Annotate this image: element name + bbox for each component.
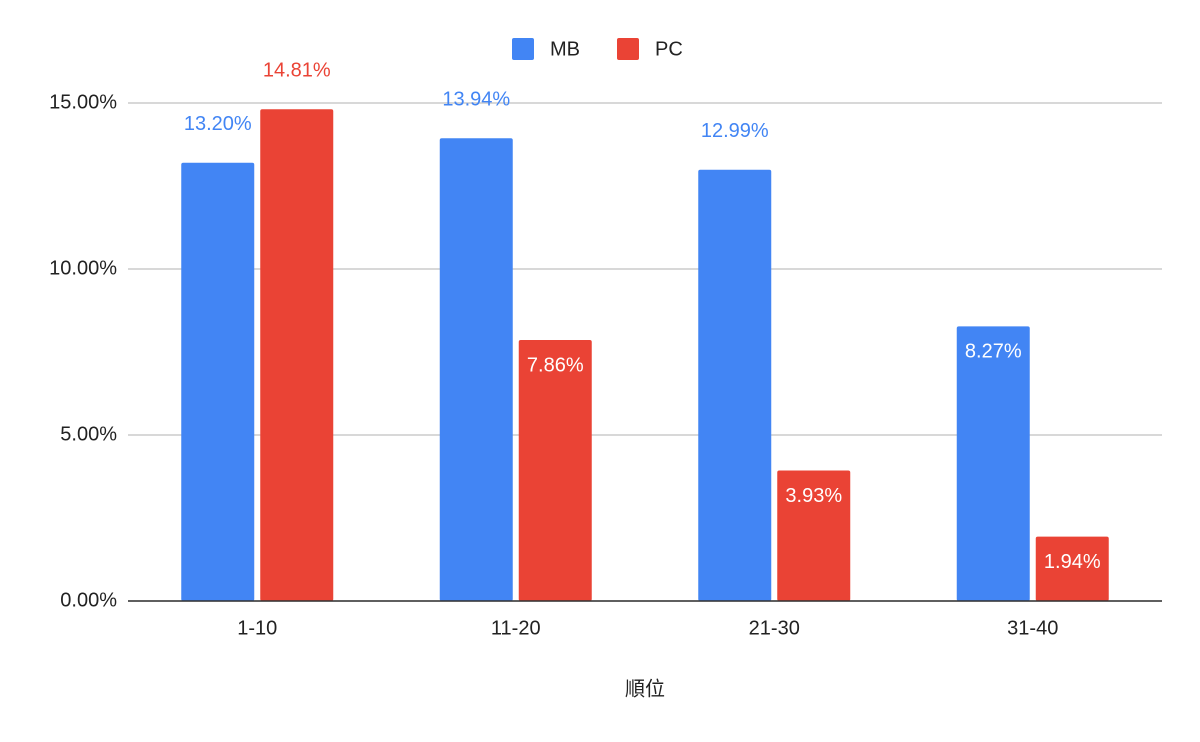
y-tick-label: 15.00% — [49, 91, 117, 113]
legend-label: PC — [655, 38, 683, 60]
data-label: 3.93% — [785, 485, 842, 507]
data-label: 8.27% — [965, 341, 1022, 363]
x-tick-label: 1-10 — [237, 617, 277, 639]
legend-swatch — [512, 38, 534, 60]
x-tick-label: 31-40 — [1007, 617, 1058, 639]
bar — [698, 169, 772, 601]
x-tick-label: 11-20 — [491, 617, 541, 639]
data-label: 7.86% — [527, 354, 584, 376]
bar — [260, 109, 334, 602]
data-label: 12.99% — [701, 120, 769, 142]
bar — [777, 470, 851, 601]
y-tick-label: 0.00% — [60, 589, 117, 611]
x-tick-label: 21-30 — [749, 617, 800, 639]
bar — [956, 326, 1030, 601]
y-tick-label: 10.00% — [49, 257, 117, 279]
bar — [1035, 536, 1109, 601]
legend-label: MB — [550, 38, 580, 60]
data-label: 1.94% — [1044, 551, 1101, 573]
data-label: 14.81% — [263, 60, 331, 82]
bar — [439, 138, 513, 601]
data-label: 13.94% — [442, 88, 510, 110]
legend-swatch — [617, 38, 639, 60]
x-axis-title: 順位 — [625, 677, 665, 700]
bar — [181, 162, 255, 601]
data-label: 13.20% — [184, 113, 252, 135]
y-tick-label: 5.00% — [60, 423, 117, 445]
bar — [518, 340, 592, 601]
